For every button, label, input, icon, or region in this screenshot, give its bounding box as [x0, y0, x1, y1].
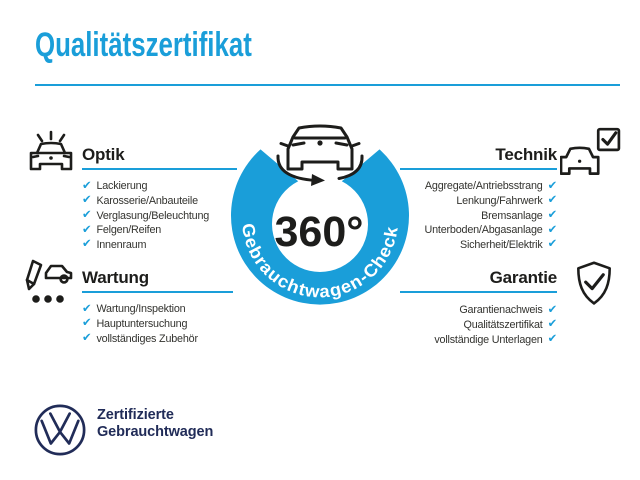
list-item: ✔ Felgen/Reifen: [82, 223, 282, 238]
car-rotation-icon: [276, 124, 364, 186]
list-item: ✔ vollständiges Zubehör: [82, 331, 282, 346]
list-item-label: Innenraum: [96, 239, 147, 252]
list-item: vollständige Unterlagen ✔: [337, 332, 557, 347]
wartung-divider: [82, 291, 233, 293]
checklist-garantie: Garantienachweis ✔ Qualitätszertifikat ✔…: [337, 303, 557, 347]
list-item: Sicherheit/Elektrik ✔: [337, 238, 557, 253]
ring-shape: [231, 149, 409, 305]
list-item: Garantienachweis ✔: [337, 303, 557, 318]
check-icon: ✔: [547, 303, 558, 316]
list-item-label: Bremsanlage: [481, 209, 543, 222]
check-icon: ✔: [547, 238, 558, 251]
check-icon: ✔: [82, 194, 92, 207]
technik-divider: [400, 168, 557, 170]
check-icon: ✔: [82, 223, 92, 236]
list-item: ✔ Wartung/Inspektion: [82, 302, 282, 317]
list-item-label: Unterboden/Abgasanlage: [424, 224, 543, 237]
page-title: Qualitätszertifikat: [35, 26, 252, 64]
list-item: Bremsanlage ✔: [337, 208, 557, 223]
list-item-label: Felgen/Reifen: [96, 224, 162, 237]
list-item: ✔ Hauptuntersuchung: [82, 317, 282, 332]
list-item: Qualitätszertifikat ✔: [337, 318, 558, 333]
list-item-label: Hauptuntersuchung: [96, 318, 188, 331]
list-item-label: Qualitätszertifikat: [463, 319, 543, 332]
list-item: ✔ Lackierung: [82, 179, 282, 194]
checklist-wartung: ✔ Wartung/Inspektion ✔ Hauptuntersuchung…: [82, 302, 282, 346]
footer-line1: Zertifizierte: [97, 407, 174, 423]
car-front-shine-icon: [25, 129, 77, 181]
checklist-technik: Aggregate/Antriebsstrang ✔ Lenkung/Fahrw…: [337, 179, 558, 253]
list-item: ✔ Karosserie/Anbauteile: [82, 194, 282, 209]
list-item-label: Verglasung/Beleuchtung: [96, 209, 210, 222]
check-icon: ✔: [82, 331, 92, 344]
list-item-label: Wartung/Inspektion: [96, 303, 186, 316]
list-item-label: Sicherheit/Elektrik: [459, 239, 543, 252]
check-icon: ✔: [547, 332, 558, 345]
list-item: Lenkung/Fahrwerk ✔: [337, 194, 557, 209]
check-icon: ✔: [547, 194, 558, 207]
checklist-optik: ✔ Lackierung ✔ Karosserie/Anbauteile ✔ V…: [82, 179, 282, 252]
title-divider: [35, 84, 620, 87]
vw-logo: [33, 403, 87, 457]
check-icon: ✔: [547, 208, 558, 221]
garantie-divider: [400, 291, 557, 293]
list-item: ✔ Innenraum: [82, 238, 282, 253]
list-item: Aggregate/Antriebsstrang ✔: [337, 179, 557, 194]
360-check-badge: Gebrauchtwagen-Check 360°: [231, 124, 409, 305]
badge-value: 360°: [275, 208, 364, 256]
list-item-label: Garantienachweis: [459, 304, 543, 317]
footer-line2: Gebrauchtwagen: [97, 423, 214, 440]
shield-check-icon: [570, 258, 618, 310]
check-icon: ✔: [82, 302, 92, 315]
section-heading-wartung: Wartung: [82, 268, 149, 287]
list-item-label: vollständiges Zubehör: [96, 332, 198, 345]
list-item: ✔ Verglasung/Beleuchtung: [82, 208, 282, 223]
footer-brand-text: Zertifizierte Gebrauchtwagen: [97, 407, 213, 440]
check-icon: ✔: [547, 179, 558, 192]
list-item-label: vollständige Unterlagen: [434, 333, 543, 346]
list-item-label: Lenkung/Fahrwerk: [456, 195, 543, 208]
check-icon: ✔: [82, 208, 92, 221]
list-item-label: Karosserie/Anbauteile: [96, 195, 198, 208]
section-heading-optik: Optik: [82, 145, 125, 164]
section-heading-technik: Technik: [495, 145, 557, 164]
check-icon: ✔: [82, 238, 92, 251]
check-icon: ✔: [82, 317, 92, 330]
list-item-label: Lackierung: [96, 180, 148, 193]
check-icon: ✔: [82, 179, 92, 192]
check-icon: ✔: [547, 318, 558, 331]
pencil-checklist-icon: [24, 257, 76, 309]
car-checkbox-icon: [560, 127, 622, 181]
section-heading-garantie: Garantie: [489, 268, 558, 287]
optik-divider: [82, 168, 237, 170]
check-icon: ✔: [547, 223, 558, 236]
list-item-label: Aggregate/Antriebsstrang: [424, 180, 543, 193]
list-item: Unterboden/Abgasanlage ✔: [337, 223, 558, 238]
